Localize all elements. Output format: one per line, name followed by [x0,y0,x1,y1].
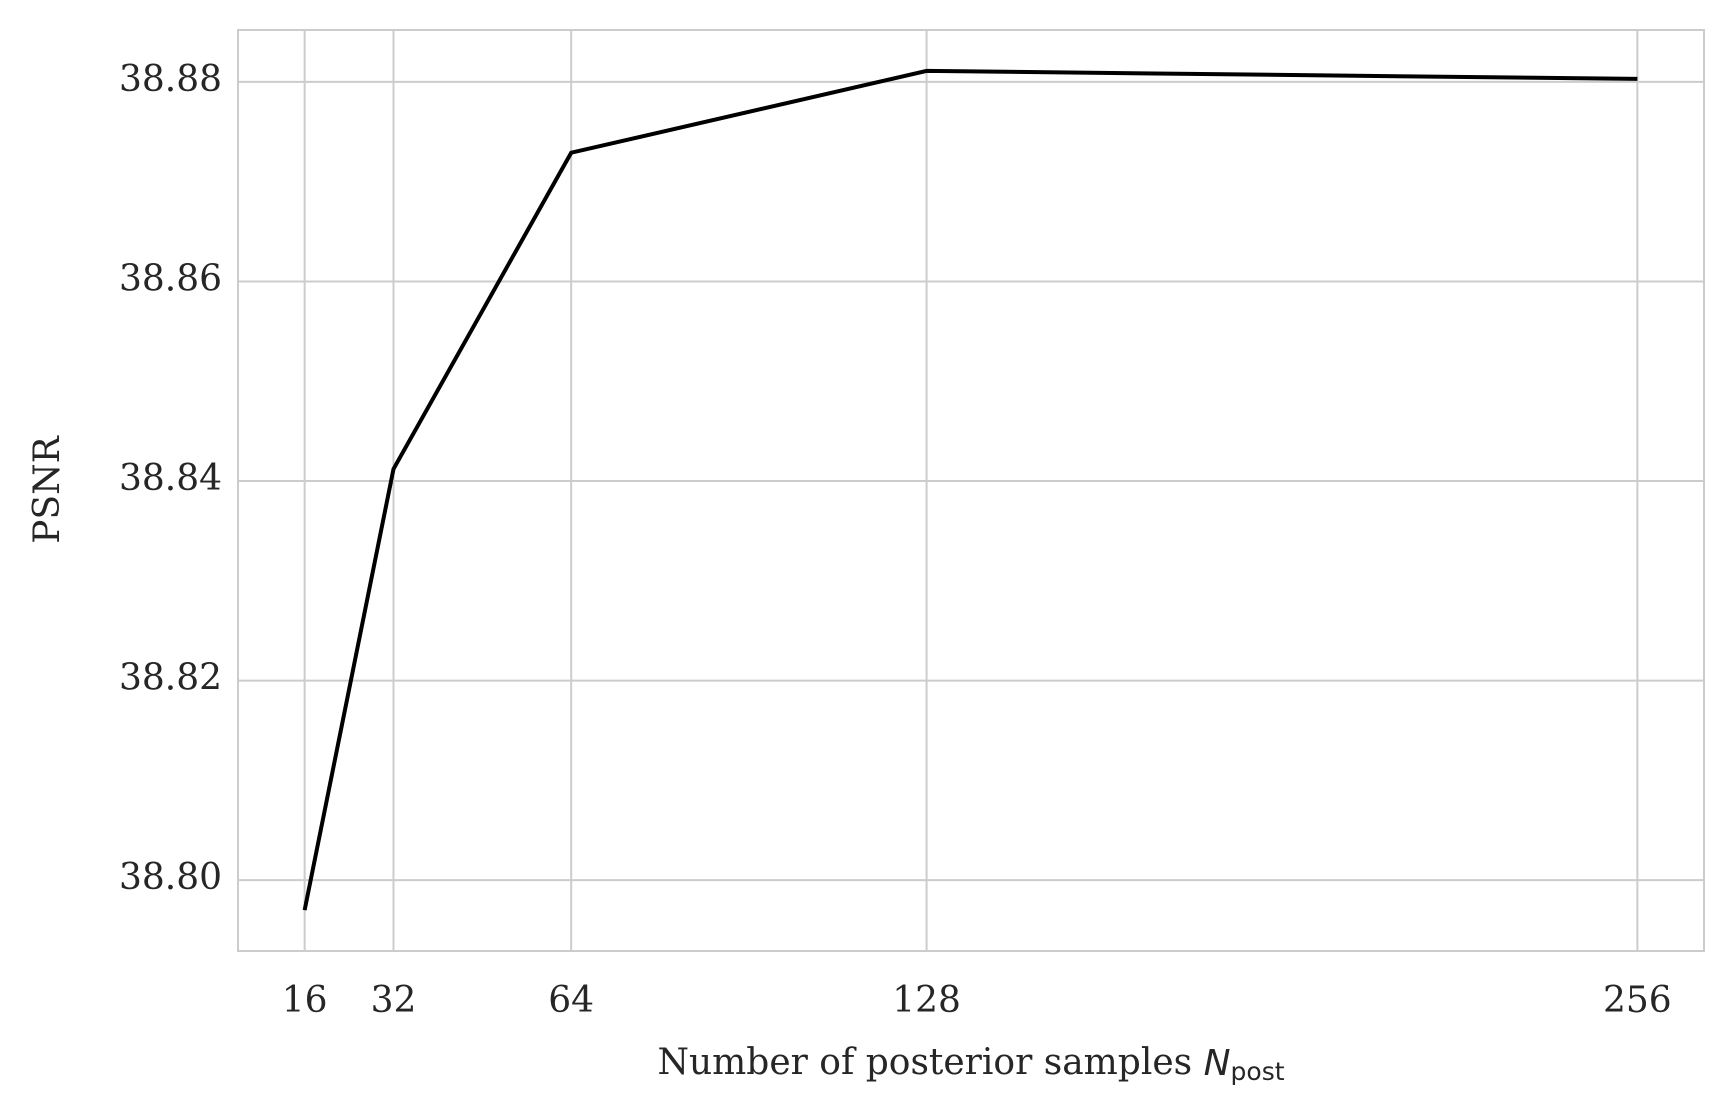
x-tick-label: 64 [548,980,594,1021]
x-tick-label: 32 [371,980,417,1021]
x-tick-label: 256 [1603,980,1672,1021]
y-axis-label: PSNR [27,435,68,543]
data-line [302,68,1638,911]
plot-frame [237,29,1705,952]
x-label-subscript: post [1231,1057,1285,1086]
y-tick-label: 38.86 [119,258,222,299]
x-axis-label: Number of posterior samples Npost [657,1042,1284,1086]
x-label-text: Number of posterior samples [657,1042,1192,1083]
y-tick-label: 38.82 [119,658,222,699]
x-tick-label: 16 [282,980,328,1021]
y-tick-label: 38.88 [119,59,222,100]
x-label-symbol: N [1204,1043,1231,1084]
y-tick-label: 38.80 [119,857,222,898]
y-tick-label: 38.84 [119,458,222,499]
x-tick-label: 128 [892,980,961,1021]
